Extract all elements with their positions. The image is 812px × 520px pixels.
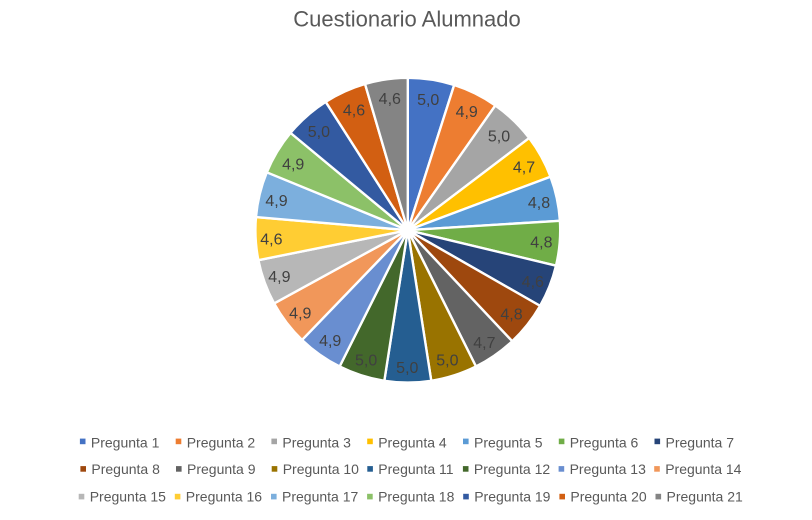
svg-text:Pregunta 20: Pregunta 20 <box>570 489 646 505</box>
svg-text:Pregunta 3: Pregunta 3 <box>282 435 351 451</box>
svg-text:Pregunta 5: Pregunta 5 <box>474 435 543 451</box>
svg-text:5,0: 5,0 <box>417 92 439 109</box>
svg-text:4,9: 4,9 <box>456 104 478 121</box>
svg-text:4,7: 4,7 <box>473 335 495 352</box>
svg-text:4,9: 4,9 <box>265 193 287 210</box>
svg-text:5,0: 5,0 <box>355 352 377 369</box>
svg-text:Pregunta 18: Pregunta 18 <box>378 489 454 505</box>
svg-text:4,6: 4,6 <box>343 102 365 119</box>
svg-text:Pregunta 9: Pregunta 9 <box>187 461 256 477</box>
svg-text:Pregunta 11: Pregunta 11 <box>378 461 453 477</box>
svg-text:Pregunta 8: Pregunta 8 <box>91 461 160 477</box>
svg-text:Pregunta 16: Pregunta 16 <box>186 489 262 505</box>
svg-text:Pregunta 19: Pregunta 19 <box>474 489 550 505</box>
svg-text:4,9: 4,9 <box>289 305 311 322</box>
svg-text:Pregunta 2: Pregunta 2 <box>187 435 256 451</box>
svg-text:4,6: 4,6 <box>260 232 282 249</box>
svg-text:4,9: 4,9 <box>319 333 341 350</box>
svg-text:5,0: 5,0 <box>308 124 330 141</box>
svg-text:Pregunta 10: Pregunta 10 <box>283 461 359 477</box>
svg-text:5,0: 5,0 <box>396 360 418 377</box>
svg-text:4,6: 4,6 <box>522 274 544 291</box>
svg-text:Pregunta 4: Pregunta 4 <box>378 435 447 451</box>
svg-text:Pregunta 12: Pregunta 12 <box>474 461 550 477</box>
svg-text:Pregunta 14: Pregunta 14 <box>665 461 741 477</box>
svg-text:4,8: 4,8 <box>528 195 550 212</box>
svg-text:4,8: 4,8 <box>530 234 552 251</box>
svg-text:Cuestionario Alumnado: Cuestionario Alumnado <box>293 7 520 32</box>
svg-text:5,0: 5,0 <box>436 352 458 369</box>
svg-text:4,9: 4,9 <box>282 157 304 174</box>
svg-text:Pregunta 1: Pregunta 1 <box>91 435 160 451</box>
svg-text:4,9: 4,9 <box>268 269 290 286</box>
svg-text:Pregunta 6: Pregunta 6 <box>570 435 639 451</box>
svg-text:4,6: 4,6 <box>379 91 401 108</box>
svg-text:Pregunta 21: Pregunta 21 <box>667 489 743 505</box>
svg-text:5,0: 5,0 <box>488 128 510 145</box>
svg-text:Pregunta 13: Pregunta 13 <box>570 461 646 477</box>
svg-text:4,8: 4,8 <box>500 306 522 323</box>
svg-text:Pregunta 17: Pregunta 17 <box>282 489 358 505</box>
svg-text:Pregunta 7: Pregunta 7 <box>666 435 735 451</box>
svg-text:4,7: 4,7 <box>513 159 535 176</box>
svg-text:Pregunta 15: Pregunta 15 <box>90 489 166 505</box>
